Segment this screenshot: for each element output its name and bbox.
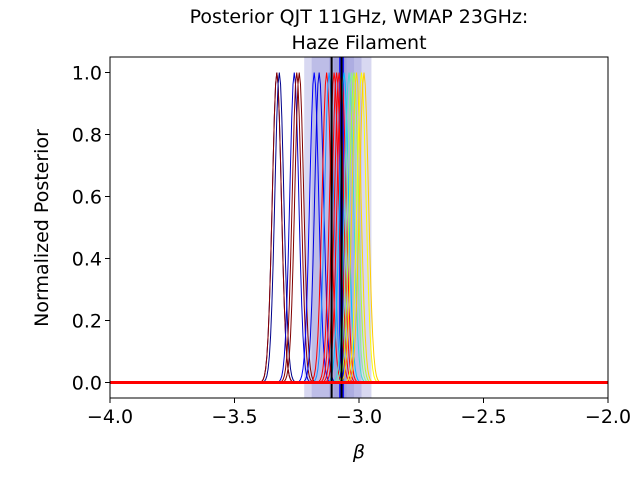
x-axis-label: β bbox=[352, 441, 365, 463]
y-tick-label: 1.0 bbox=[72, 63, 102, 85]
y-axis-label: Normalized Posterior bbox=[31, 129, 53, 327]
x-axis-ticks: −4.0 −3.5 −3.0 −2.5 −2.0 bbox=[87, 398, 631, 428]
y-tick-label: 0.6 bbox=[72, 187, 102, 209]
y-tick-label: 0.2 bbox=[72, 311, 102, 333]
y-tick-label: 0.8 bbox=[72, 125, 102, 147]
y-tick-label: 0.4 bbox=[72, 249, 102, 271]
x-tick-label: −2.0 bbox=[585, 406, 631, 428]
x-tick-label: −4.0 bbox=[87, 406, 133, 428]
x-tick-label: −3.5 bbox=[211, 406, 257, 428]
y-axis-ticks: 0.0 0.2 0.4 0.6 0.8 1.0 bbox=[72, 63, 110, 395]
x-tick-label: −3.0 bbox=[336, 406, 382, 428]
chart-title-line-1: Posterior QJT 11GHz, WMAP 23GHz: bbox=[190, 6, 529, 28]
y-tick-label: 0.0 bbox=[72, 373, 102, 395]
plot-area bbox=[110, 57, 608, 398]
chart-title-line-2: Haze Filament bbox=[291, 32, 426, 54]
x-tick-label: −2.5 bbox=[460, 406, 506, 428]
